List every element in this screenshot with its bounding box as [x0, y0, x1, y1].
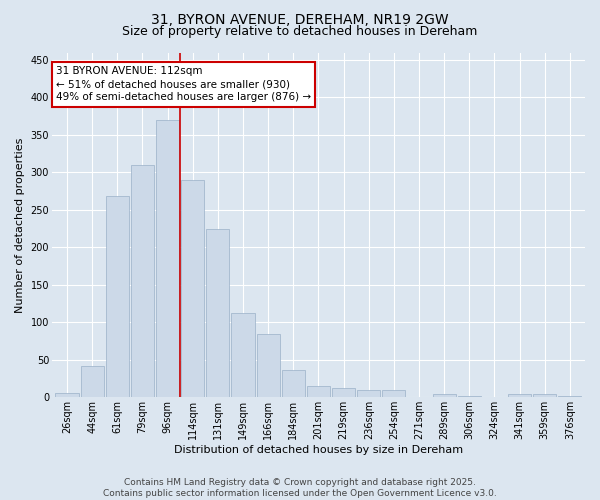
Bar — [55, 393, 79, 398]
Bar — [232, 312, 254, 398]
X-axis label: Distribution of detached houses by size in Dereham: Distribution of detached houses by size … — [174, 445, 463, 455]
Bar — [106, 196, 129, 398]
Bar — [181, 180, 205, 398]
Bar — [282, 370, 305, 398]
Bar — [357, 390, 380, 398]
Bar — [533, 394, 556, 398]
Text: 31 BYRON AVENUE: 112sqm
← 51% of detached houses are smaller (930)
49% of semi-d: 31 BYRON AVENUE: 112sqm ← 51% of detache… — [56, 66, 311, 102]
Bar — [508, 394, 531, 398]
Bar — [131, 165, 154, 398]
Text: Contains HM Land Registry data © Crown copyright and database right 2025.
Contai: Contains HM Land Registry data © Crown c… — [103, 478, 497, 498]
Bar — [307, 386, 330, 398]
Bar — [382, 390, 406, 398]
Bar — [206, 228, 229, 398]
Text: 31, BYRON AVENUE, DEREHAM, NR19 2GW: 31, BYRON AVENUE, DEREHAM, NR19 2GW — [151, 12, 449, 26]
Bar — [458, 396, 481, 398]
Bar — [559, 396, 581, 398]
Bar — [156, 120, 179, 398]
Y-axis label: Number of detached properties: Number of detached properties — [15, 137, 25, 312]
Text: Size of property relative to detached houses in Dereham: Size of property relative to detached ho… — [122, 25, 478, 38]
Bar — [332, 388, 355, 398]
Bar — [80, 366, 104, 398]
Bar — [433, 394, 456, 398]
Bar — [257, 334, 280, 398]
